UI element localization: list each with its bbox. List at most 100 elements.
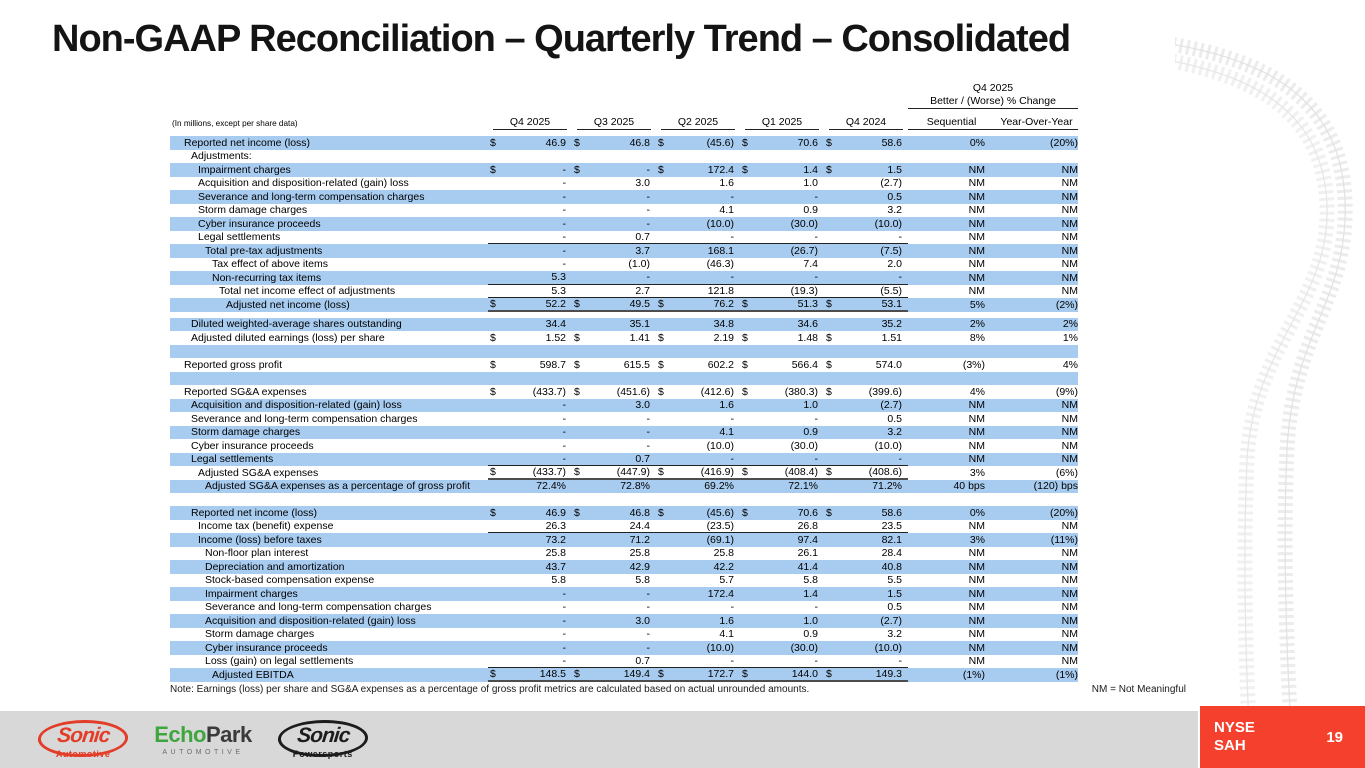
sequential-change: NM: [968, 547, 985, 560]
row-values: [488, 345, 908, 359]
ticker: NYSE SAH: [1214, 719, 1255, 755]
value-cell: (30.0): [740, 642, 824, 654]
table-row: Storm damage charges - - 4.1 0.9 3.2 NM NM: [170, 628, 1078, 642]
value-cell: 0.7: [572, 231, 656, 243]
cell-value: 34.8: [713, 318, 734, 331]
row-values: - - 4.1 0.9 3.2: [488, 204, 908, 218]
table-row: Loss (gain) on legal settlements - 0.7 - - - N…: [170, 654, 1078, 668]
sequential-change: 2%: [969, 318, 985, 331]
currency-symbol: $: [490, 163, 496, 176]
sequential-change: NM: [968, 412, 985, 425]
sequential-change: 8%: [969, 331, 985, 344]
value-cell: 7.4: [740, 258, 824, 270]
column-header-3: Q1 2025: [745, 116, 819, 130]
cell-value: 35.1: [629, 318, 650, 331]
cell-value: 172.4: [707, 587, 734, 600]
currency-symbol: $: [742, 358, 748, 371]
cell-value: 1.41: [629, 331, 650, 344]
page-number: 19: [1326, 728, 1343, 746]
value-cell: $ -: [488, 164, 572, 176]
row-label: Depreciation and amortization: [205, 560, 345, 573]
value-cell: 24.4: [572, 520, 656, 532]
cell-value: 5.7: [719, 574, 734, 587]
cell-value: (45.6): [706, 506, 734, 519]
currency-symbol: $: [826, 136, 832, 149]
value-cell: (7.5): [824, 245, 908, 257]
row-label: Adjusted EBITDA: [212, 668, 294, 681]
value-cell: -: [488, 615, 572, 627]
table-row: Acquisition and disposition-related (gai…: [170, 398, 1078, 412]
value-cell: -: [740, 271, 824, 283]
cell-value: 71.2: [629, 533, 650, 546]
value-cell: -: [488, 601, 572, 613]
footer-bar: [0, 711, 1198, 768]
sequential-change: NM: [968, 439, 985, 452]
cell-value: -: [646, 190, 651, 203]
row-label: Acquisition and disposition-related (gai…: [205, 614, 416, 627]
cell-value: -: [730, 412, 735, 425]
cell-value: 40.8: [881, 560, 902, 573]
value-cell: 72.4%: [488, 480, 572, 492]
yoy-change: NM: [1061, 574, 1078, 587]
table-row: Reported net income (loss) $46.9 $46.8 $ (45…: [170, 136, 1078, 150]
sequential-change: NM: [968, 655, 985, 668]
row-label: Adjusted SG&A expenses as a percentage o…: [205, 480, 470, 493]
ticker-page-box: NYSE SAH 19: [1200, 706, 1365, 768]
value-cell: 168.1: [656, 245, 740, 257]
row-label: Total pre-tax adjustments: [205, 244, 323, 257]
cell-value: -: [562, 217, 567, 230]
value-cell: $2.19: [656, 332, 740, 344]
table-row: Severance and long-term compensation cha…: [170, 190, 1078, 204]
value-cell: -: [740, 231, 824, 243]
table-row: Legal settlements - 0.7 - - - NM NM: [170, 231, 1078, 244]
yoy-change: 2%: [1062, 318, 1078, 331]
cell-value: 58.6: [881, 506, 902, 519]
cell-value: -: [814, 412, 819, 425]
value-cell: 3.2: [824, 426, 908, 438]
row-values: - - (10.0) (30.0) (10.0): [488, 439, 908, 453]
cell-value: 2.19: [713, 331, 734, 344]
table-row: Impairment charges - - 172.4 1.4 1.5 NM NM: [170, 587, 1078, 601]
value-cell: (69.1): [656, 534, 740, 546]
cell-value: (7.5): [880, 244, 902, 257]
yoy-change: NM: [1061, 655, 1078, 668]
value-cell: (10.0): [824, 642, 908, 654]
cell-value: -: [646, 587, 651, 600]
cell-value: -: [814, 190, 819, 203]
sonic-automotive-wordmark: Sonic: [56, 723, 111, 747]
cell-value: -: [562, 204, 567, 217]
cell-value: 5.3: [551, 271, 566, 284]
cell-value: -: [562, 163, 567, 176]
cell-value: 76.2: [713, 297, 734, 310]
value-cell: 28.4: [824, 547, 908, 559]
row-values: - 0.7 - - -: [488, 453, 908, 466]
value-cell: 25.8: [488, 547, 572, 559]
logo-strip: Sonic Automotive EchoPark AUTOMOTIVE Son…: [36, 714, 370, 764]
sequential-change: NM: [968, 285, 985, 298]
cell-value: -: [562, 426, 567, 439]
cell-value: 42.9: [629, 560, 650, 573]
value-cell: (46.3): [656, 258, 740, 270]
value-cell: $ -: [572, 164, 656, 176]
row-label: Non-floor plan interest: [205, 547, 309, 560]
value-cell: 1.5: [824, 588, 908, 600]
value-cell: $52.2: [488, 298, 572, 310]
echopark-sub: AUTOMOTIVE: [162, 749, 244, 756]
cell-value: -: [562, 614, 567, 627]
yoy-change: (20%): [1049, 506, 1078, 519]
value-cell: 82.1: [824, 534, 908, 546]
value-cell: 0.9: [740, 628, 824, 640]
table-row: Impairment charges $ - $ - $172.4 $1.4 $1.5 NM NM: [170, 163, 1078, 177]
table-gap: [170, 493, 1078, 506]
cell-value: 58.6: [881, 136, 902, 149]
cell-value: 28.4: [881, 547, 902, 560]
cell-value: 0.9: [803, 628, 818, 641]
value-cell: $615.5: [572, 359, 656, 371]
table-row: Severance and long-term compensation cha…: [170, 601, 1078, 615]
value-cell: -: [488, 177, 572, 189]
value-cell: -: [656, 231, 740, 243]
cell-value: -: [562, 654, 567, 667]
value-cell: -: [656, 191, 740, 203]
column-header-4: Q4 2024: [829, 116, 903, 130]
row-values: 5.3 2.7 121.8 (19.3) (5.5): [488, 285, 908, 298]
